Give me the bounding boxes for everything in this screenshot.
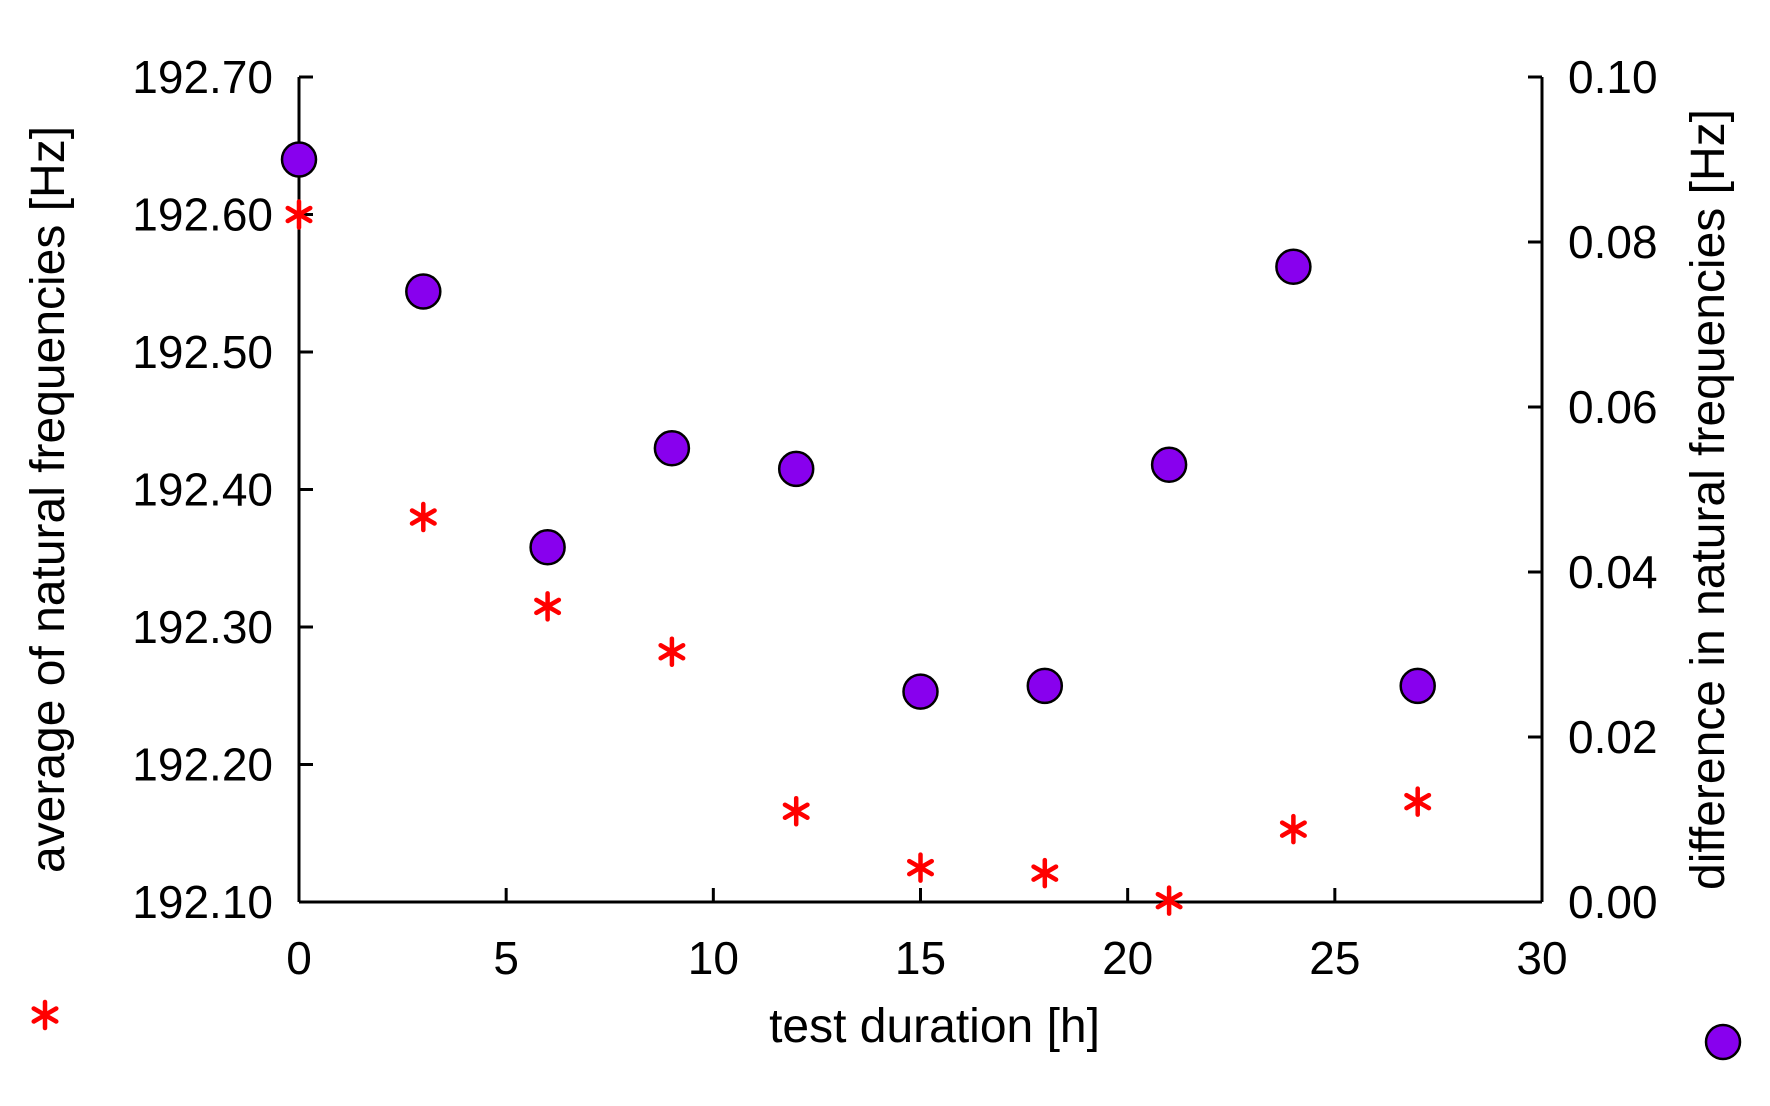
circle-point bbox=[529, 529, 566, 566]
circle-point bbox=[653, 430, 691, 467]
asterisk-point bbox=[1155, 885, 1183, 916]
circle-point bbox=[1399, 667, 1436, 705]
y-left-tick-label: 192.20 bbox=[132, 739, 273, 791]
circle-point bbox=[902, 673, 939, 710]
asterisk-point bbox=[1031, 857, 1059, 889]
y-right-tick-label: 0.02 bbox=[1568, 711, 1658, 763]
asterisk-stroke bbox=[906, 858, 935, 877]
circle-point bbox=[1026, 667, 1064, 705]
x-tick-label: 30 bbox=[1516, 932, 1567, 984]
marks-layer bbox=[280, 141, 1436, 916]
x-tick-label: 10 bbox=[688, 932, 739, 984]
asterisk-point bbox=[1279, 813, 1307, 845]
y-right-tick-label: 0.06 bbox=[1568, 381, 1658, 433]
y-left-tick-label: 192.10 bbox=[132, 876, 273, 928]
asterisk-stroke bbox=[1404, 792, 1432, 811]
y-left-tick-label: 192.70 bbox=[132, 51, 273, 103]
circle-point bbox=[405, 273, 442, 310]
asterisk-stroke bbox=[782, 802, 810, 820]
left-axis-symbol-stroke bbox=[31, 1006, 59, 1024]
asterisk-stroke bbox=[658, 643, 686, 661]
right-axis-series-symbol bbox=[1704, 1023, 1742, 1061]
x-axis-title: test duration [h] bbox=[769, 1000, 1100, 1053]
circle-point bbox=[777, 450, 815, 488]
y-right-tick-label: 0.00 bbox=[1568, 876, 1658, 928]
asterisk-point bbox=[906, 852, 935, 883]
x-tick-label: 0 bbox=[286, 932, 312, 984]
asterisk-stroke bbox=[285, 205, 313, 224]
circle-point bbox=[1275, 248, 1312, 285]
left-axis-series-symbol bbox=[31, 999, 59, 1031]
asterisk-stroke bbox=[409, 508, 437, 526]
x-tick-label: 15 bbox=[895, 932, 946, 984]
asterisk-point bbox=[409, 501, 437, 533]
circle-point bbox=[280, 141, 318, 178]
asterisk-stroke bbox=[1031, 864, 1059, 882]
asterisk-stroke bbox=[534, 597, 562, 616]
asterisk-point bbox=[782, 796, 810, 827]
asterisk-point bbox=[658, 636, 686, 667]
circle-point bbox=[1150, 446, 1188, 483]
y-axis-left-title: average of natural frequencies [Hz] bbox=[22, 126, 75, 873]
asterisk-point bbox=[1404, 786, 1432, 817]
asterisk-point bbox=[285, 199, 313, 230]
y-left-tick-label: 192.50 bbox=[132, 326, 273, 378]
y-right-tick-label: 0.04 bbox=[1568, 546, 1658, 598]
axes-layer bbox=[297, 75, 1544, 904]
x-tick-label: 5 bbox=[493, 932, 519, 984]
y-right-tick-label: 0.08 bbox=[1568, 216, 1658, 268]
asterisk-point bbox=[534, 591, 562, 622]
x-tick-label: 20 bbox=[1102, 932, 1153, 984]
labels-layer: 0 5 10 15 20 25 30 192.10 192.20 192.30 192.40 192.… bbox=[22, 51, 1742, 1061]
asterisk-stroke bbox=[1155, 891, 1183, 910]
y-axis-right-title: difference in natural frequencies [Hz] bbox=[1682, 109, 1735, 890]
y-left-tick-label: 192.30 bbox=[132, 601, 273, 653]
y-right-tick-label: 0.10 bbox=[1568, 51, 1658, 103]
y-left-tick-label: 192.40 bbox=[132, 464, 273, 516]
asterisk-stroke bbox=[1279, 820, 1307, 838]
y-left-tick-label: 192.60 bbox=[132, 189, 273, 241]
x-tick-label: 25 bbox=[1309, 932, 1360, 984]
